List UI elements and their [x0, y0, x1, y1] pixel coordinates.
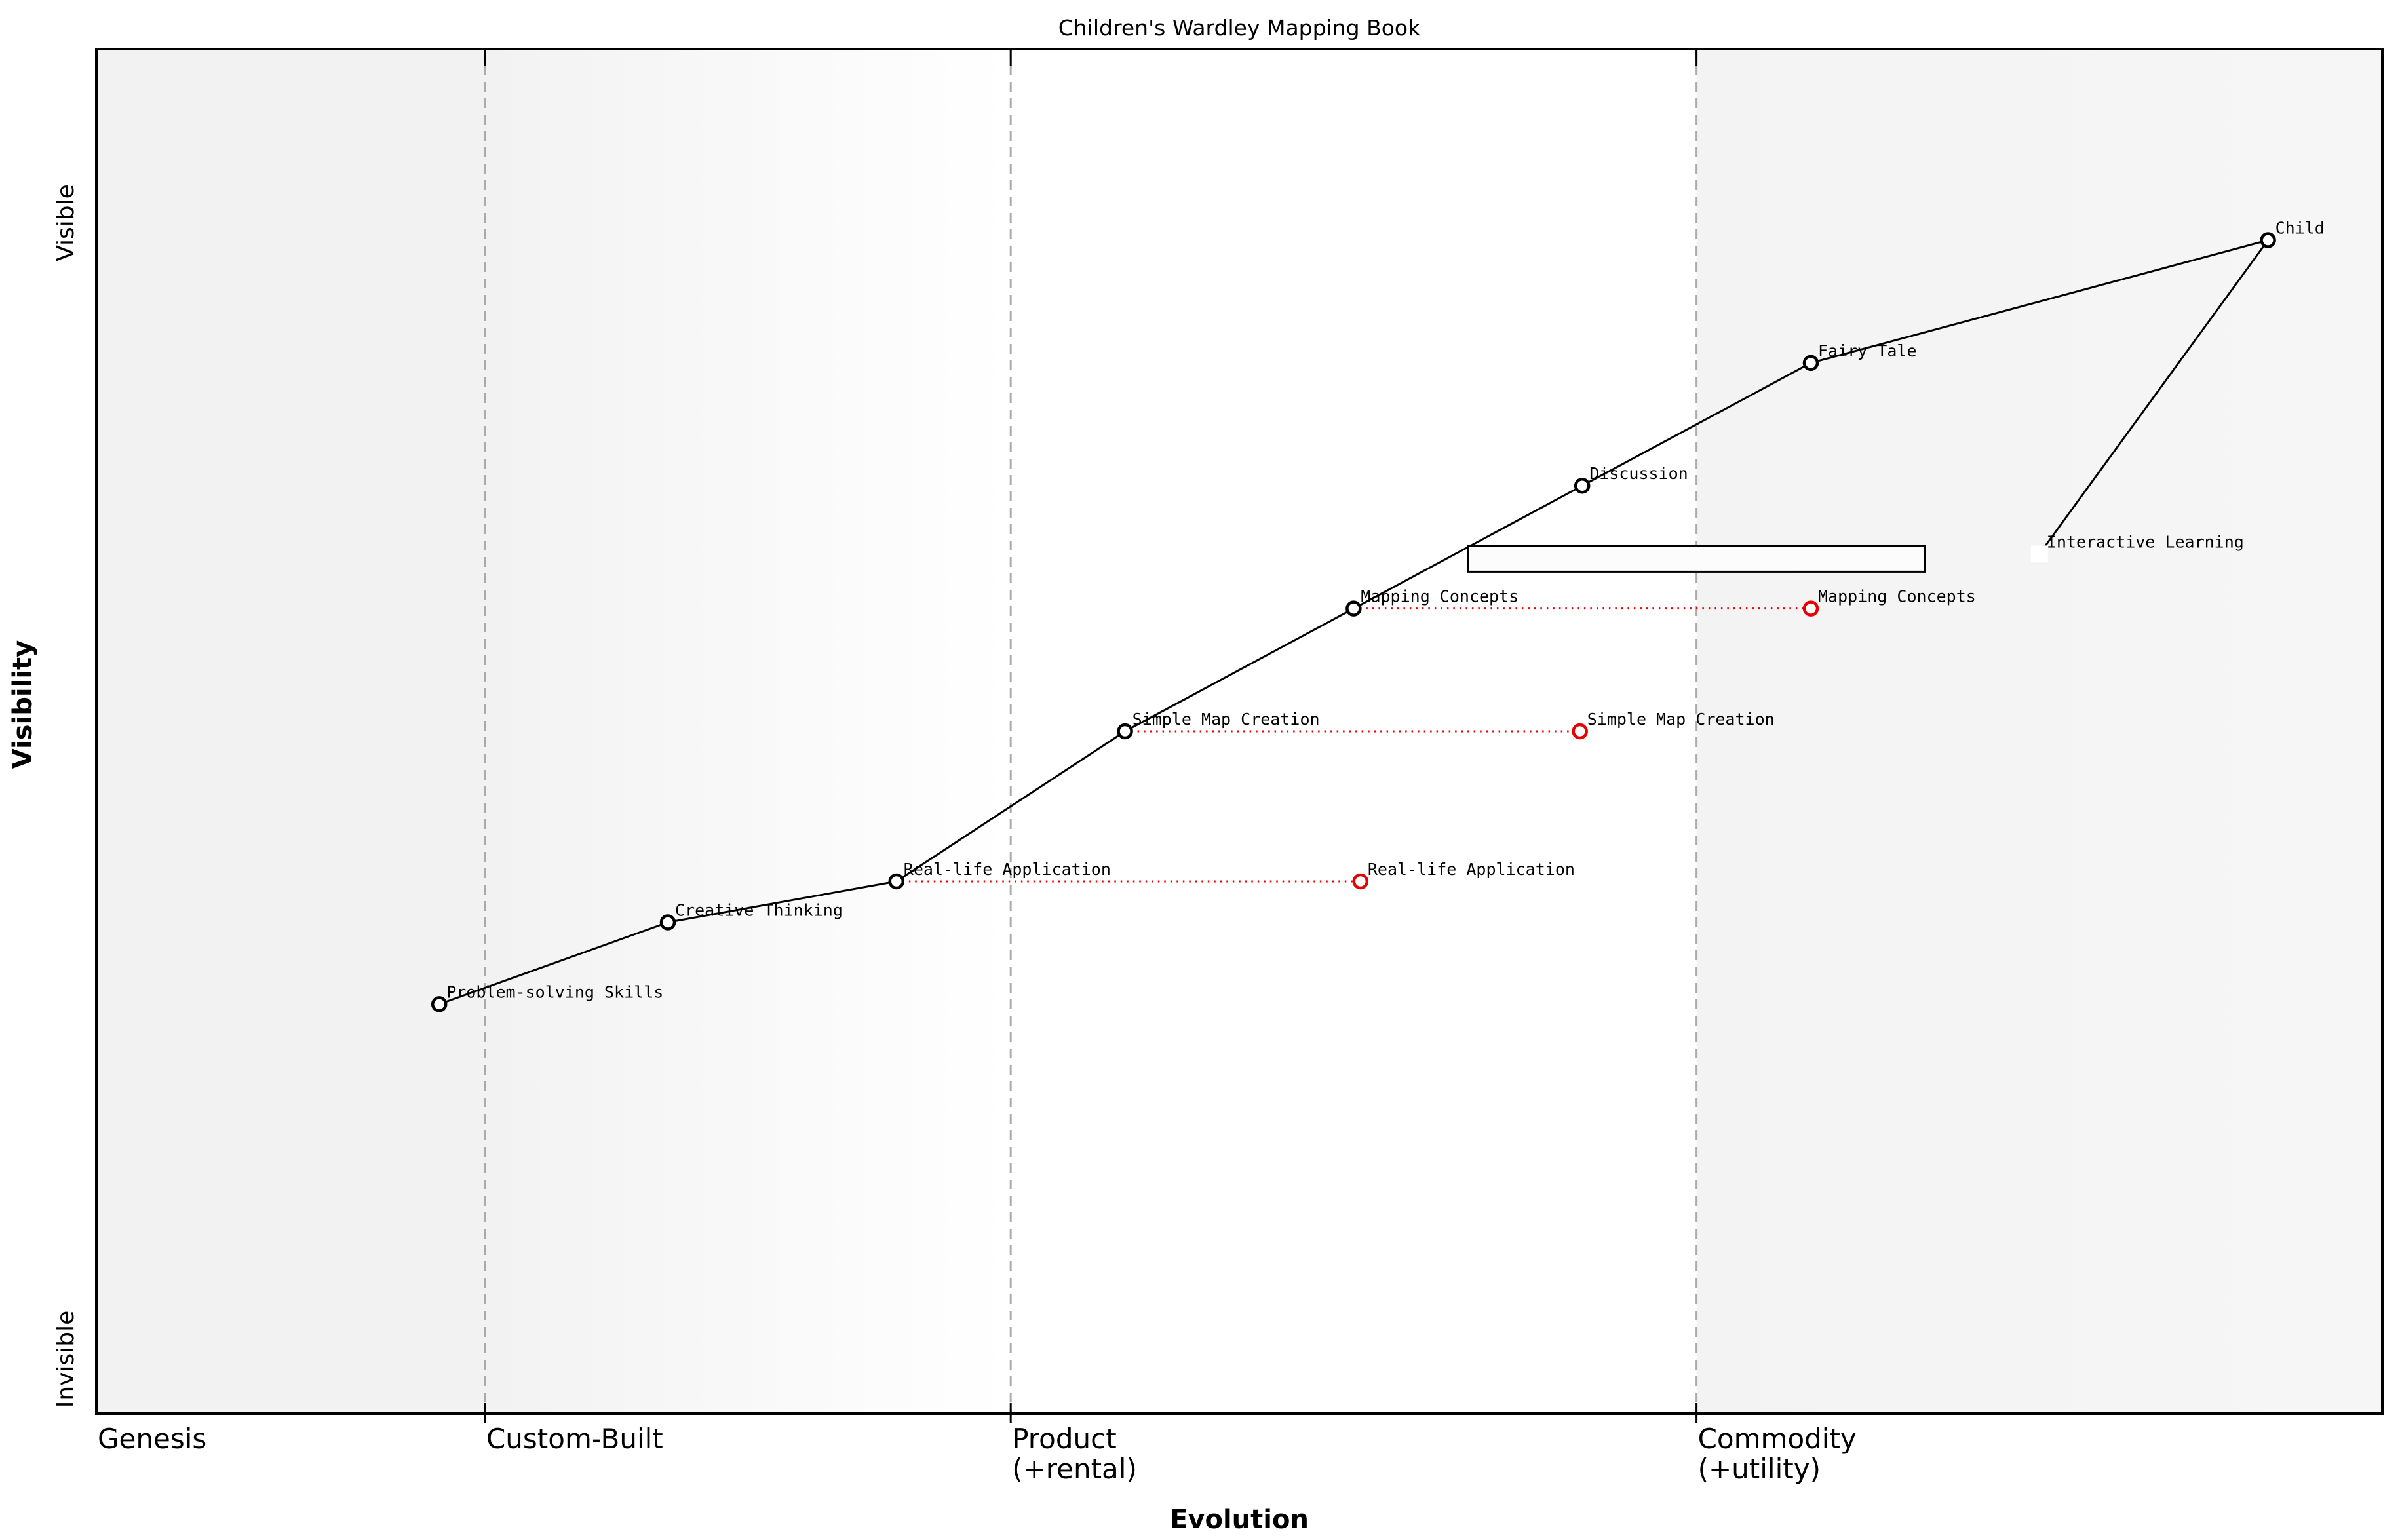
component-nodes: [431, 232, 2276, 1012]
edge-child--interactive-learning: [2038, 239, 2269, 555]
y-axis-label: Visibility: [8, 640, 38, 769]
edge-problem-solving-skills--creative-thinking: [438, 921, 668, 1005]
node-real-life-application: [888, 873, 905, 890]
stage-boundary-lines: [484, 49, 1698, 1423]
edge-creative-thinking--real-life-application: [667, 880, 897, 923]
stage-label-custom-built: Custom-Built: [486, 1423, 663, 1455]
node-label-discussion: Discussion: [1589, 464, 1688, 483]
pipeline-rect: [1467, 545, 1926, 573]
evolve-links: [896, 607, 1811, 883]
node-discussion: [1574, 477, 1591, 494]
node-label-interactive-learning: Interactive Learning: [2047, 532, 2244, 551]
evolved-node-label-simple-map-creation: Simple Map Creation: [1587, 710, 1775, 729]
background-bands: [96, 49, 2382, 1414]
stage-label-genesis: Genesis: [98, 1423, 206, 1455]
plot-border: [95, 48, 2384, 1415]
node-interactive-learning: [2030, 545, 2048, 563]
edge-fairy-tale--child: [1810, 239, 2268, 364]
node-mapping-concepts: [1345, 600, 1362, 617]
component-labels: Real-life Application Simple Map Creation…: [446, 218, 2325, 1001]
band-0: [96, 49, 485, 1414]
stage-label-utility: (+utility): [1698, 1453, 1821, 1485]
edge-real-life-application--simple-map-creation: [895, 730, 1126, 883]
stage-label-rental: (+rental): [1012, 1453, 1137, 1485]
evolved-node-real-life-application: [1352, 873, 1369, 890]
stage-label-product: Product: [1012, 1423, 1116, 1455]
x-axis-label: Evolution: [1170, 1505, 1309, 1535]
band-3: [1696, 49, 2382, 1414]
evolved-node-mapping-concepts: [1802, 600, 1819, 617]
node-child: [2260, 232, 2276, 248]
band-1: [484, 49, 1011, 1414]
evolution-stage-labels: Genesis Custom-Built Product(+rental) Commo…: [98, 1423, 1857, 1485]
node-problem-solving-skills: [431, 996, 448, 1012]
stage-label-commodity: Commodity: [1698, 1423, 1857, 1455]
pipeline: [1467, 545, 1926, 573]
y-tick-invisible: Invisible: [52, 1311, 79, 1408]
node-fairy-tale: [1802, 355, 1819, 372]
node-creative-thinking: [659, 914, 676, 931]
node-label-fairy-tale: Fairy Tale: [1818, 341, 1917, 360]
evolved-node-label-real-life-application: Real-life Application: [1368, 860, 1575, 879]
node-simple-map-creation: [1117, 723, 1133, 740]
node-label-simple-map-creation: Simple Map Creation: [1132, 710, 1320, 729]
node-label-creative-thinking: Creative Thinking: [675, 900, 843, 919]
node-label-problem-solving-skills: Problem-solving Skills: [446, 982, 663, 1001]
edge-simple-map-creation--mapping-concepts: [1124, 607, 1355, 733]
evolved-node-label-mapping-concepts: Mapping Concepts: [1818, 587, 1976, 606]
evolved-node-simple-map-creation: [1572, 723, 1588, 740]
chart-title: Children's Wardley Mapping Book: [1058, 15, 1421, 41]
node-label-real-life-application: Real-life Application: [904, 860, 1111, 879]
node-label-child: Child: [2275, 218, 2325, 237]
band-2: [1011, 49, 1697, 1414]
node-label-mapping-concepts: Mapping Concepts: [1361, 587, 1519, 606]
edge-discussion--fairy-tale: [1581, 362, 1811, 487]
y-tick-visible: Visible: [52, 184, 79, 261]
